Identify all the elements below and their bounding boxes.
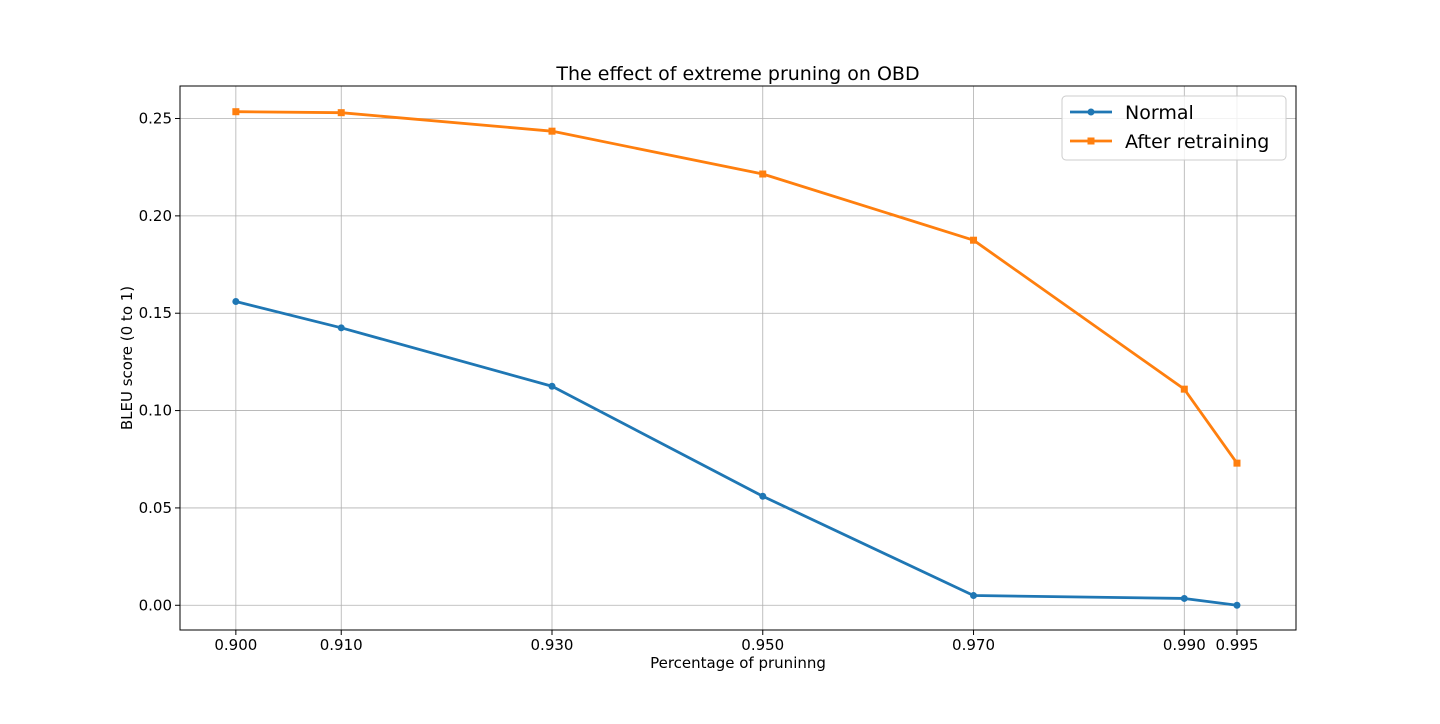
data-point (970, 592, 978, 600)
data-point (337, 109, 345, 117)
legend-box (1061, 95, 1287, 161)
y-axis-label: BLEU score (0 to 1) (118, 286, 136, 430)
series-after-retraining (232, 108, 1241, 467)
y-tick-label: 0.15 (139, 304, 172, 322)
data-point (1180, 385, 1188, 393)
y-tick-label: 0.05 (139, 499, 172, 517)
data-point (337, 324, 345, 332)
plot-frame (179, 85, 1297, 631)
y-axis: 0.00 0.05 0.10 0.15 0.20 0.25 (139, 110, 180, 614)
data-point (232, 108, 240, 116)
y-tick-label: 0.10 (139, 402, 172, 420)
x-axis: 0.900 0.910 0.930 0.950 0.970 0.990 0.995 (214, 630, 1258, 654)
legend-item: After retraining (1070, 131, 1269, 153)
y-tick-label: 0.25 (139, 110, 172, 128)
data-point (970, 236, 978, 244)
series-line (235, 300, 1238, 607)
x-tick-label: 0.950 (741, 636, 784, 654)
data-point (1180, 594, 1188, 602)
data-point (1233, 459, 1241, 467)
chart-title: The effect of extreme pruning on OBD (555, 63, 919, 85)
x-tick-label: 0.930 (531, 636, 574, 654)
data-point (759, 492, 767, 500)
series-normal (232, 298, 1241, 609)
series-layer (232, 108, 1241, 609)
data-point (759, 170, 767, 178)
legend-label: After retraining (1125, 131, 1269, 153)
legend-item: Normal (1070, 102, 1194, 124)
legend-marker (1087, 137, 1095, 145)
data-point (548, 382, 556, 390)
legend-label: Normal (1125, 102, 1194, 124)
x-tick-label: 0.995 (1216, 636, 1259, 654)
data-point (1233, 601, 1241, 609)
x-tick-label: 0.910 (320, 636, 363, 654)
y-tick-label: 0.20 (139, 207, 172, 225)
legend: Normal After retraining (1061, 95, 1287, 161)
x-tick-label: 0.970 (952, 636, 995, 654)
data-point (232, 298, 240, 306)
x-tick-label: 0.990 (1163, 636, 1206, 654)
y-tick-label: 0.00 (139, 596, 172, 614)
x-tick-label: 0.900 (214, 636, 257, 654)
x-axis-label: Percentage of pruninng (650, 654, 826, 672)
data-point (548, 127, 556, 135)
legend-marker (1087, 108, 1095, 116)
